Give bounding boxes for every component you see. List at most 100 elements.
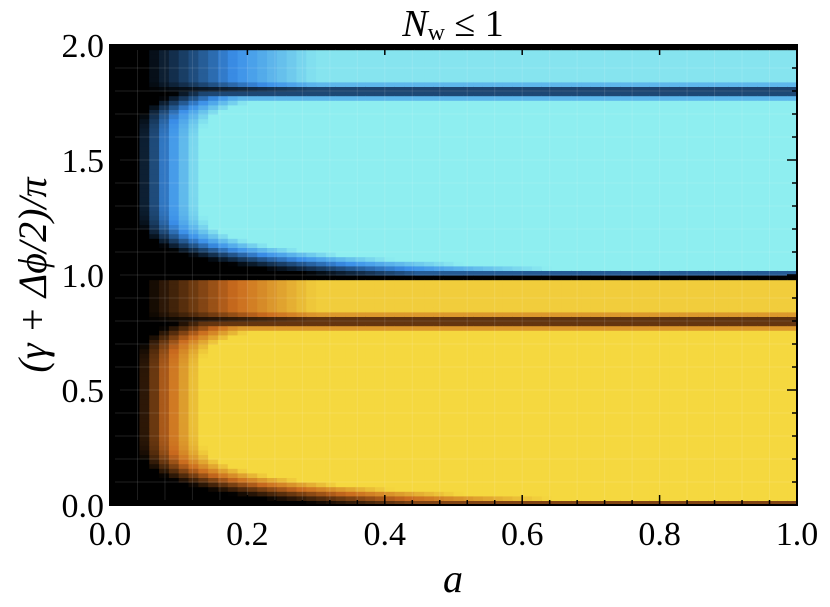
- heatmap-cell: [227, 284, 239, 290]
- heatmap-cell: [541, 376, 553, 382]
- heatmap-cell: [424, 311, 435, 317]
- heatmap-cell: [561, 123, 572, 129]
- heatmap-cell: [551, 224, 563, 230]
- heatmap-cell: [384, 422, 396, 428]
- heatmap-cell: [149, 426, 160, 432]
- heatmap-cell: [149, 293, 160, 299]
- heatmap-cell: [502, 436, 513, 442]
- heatmap-cell: [473, 132, 484, 138]
- heatmap-cell: [208, 459, 219, 465]
- heatmap-cell: [276, 357, 288, 363]
- heatmap-cell: [286, 77, 298, 83]
- heatmap-cell: [512, 316, 523, 322]
- heatmap-cell: [267, 86, 278, 92]
- heatmap-cell: [267, 63, 278, 69]
- heatmap-cell: [482, 495, 494, 501]
- heatmap-cell: [443, 325, 455, 331]
- heatmap-cell: [139, 146, 150, 152]
- heatmap-cell: [286, 95, 298, 101]
- heatmap-cell: [306, 376, 317, 382]
- heatmap-cell: [374, 390, 386, 396]
- heatmap-cell: [217, 49, 229, 55]
- heatmap-cell: [482, 54, 494, 60]
- heatmap-cell: [217, 311, 229, 317]
- heatmap-cell: [149, 173, 160, 179]
- heatmap-cell: [561, 252, 572, 258]
- heatmap-cell: [463, 192, 474, 198]
- heatmap-cell: [345, 500, 356, 505]
- heatmap-cell: [286, 100, 298, 106]
- heatmap-cell: [217, 454, 229, 460]
- heatmap-cell: [404, 118, 415, 124]
- heatmap-cell: [522, 339, 533, 345]
- heatmap-cell: [482, 68, 494, 74]
- heatmap-cell: [306, 192, 317, 198]
- heatmap-cell: [159, 68, 170, 74]
- heatmap-cell: [335, 155, 347, 161]
- heatmap-cell: [571, 196, 582, 202]
- heatmap-cell: [247, 403, 258, 409]
- heatmap-cell: [257, 417, 268, 423]
- heatmap-cell: [345, 357, 356, 363]
- heatmap-cell: [355, 206, 366, 212]
- heatmap-cell: [541, 256, 553, 262]
- heatmap-cell: [188, 169, 199, 175]
- heatmap-cell: [345, 91, 356, 97]
- heatmap-cell: [217, 394, 229, 400]
- heatmap-cell: [532, 265, 543, 271]
- heatmap-cell: [414, 201, 425, 207]
- heatmap-cell: [237, 238, 248, 244]
- heatmap-cell: [404, 325, 415, 331]
- heatmap-cell: [257, 302, 268, 308]
- heatmap-cell: [296, 63, 307, 69]
- heatmap-cell: [443, 353, 455, 359]
- heatmap-cell: [188, 472, 199, 478]
- heatmap-cell: [394, 316, 406, 322]
- heatmap-cell: [198, 178, 209, 184]
- heatmap-cell: [316, 459, 327, 465]
- heatmap-cell: [119, 229, 131, 235]
- heatmap-cell: [178, 417, 190, 423]
- heatmap-cell: [374, 417, 386, 423]
- heatmap-cell: [590, 265, 602, 271]
- heatmap-cell: [482, 454, 494, 460]
- heatmap-cell: [139, 399, 150, 405]
- heatmap-cell: [581, 380, 592, 386]
- heatmap-cell: [227, 417, 239, 423]
- heatmap-cell: [237, 187, 248, 193]
- heatmap-cell: [404, 210, 415, 216]
- heatmap-cell: [581, 169, 592, 175]
- heatmap-cell: [217, 500, 229, 505]
- heatmap-cell: [443, 169, 455, 175]
- heatmap-cell: [424, 54, 435, 60]
- heatmap-cell: [433, 95, 445, 101]
- heatmap-cell: [551, 155, 563, 161]
- heatmap-cell: [571, 91, 582, 97]
- heatmap-cell: [532, 95, 543, 101]
- heatmap-cell: [433, 72, 445, 78]
- heatmap-cell: [316, 325, 327, 331]
- heatmap-cell: [119, 344, 131, 350]
- heatmap-cell: [482, 63, 494, 69]
- heatmap-cell: [433, 160, 445, 166]
- heatmap-cell: [492, 486, 504, 492]
- heatmap-cell: [178, 302, 190, 308]
- heatmap-cell: [325, 137, 337, 143]
- heatmap-cell: [581, 482, 592, 488]
- heatmap-cell: [267, 293, 278, 299]
- heatmap-cell: [345, 376, 356, 382]
- heatmap-cell: [355, 77, 366, 83]
- heatmap-cell: [345, 150, 356, 156]
- heatmap-cell: [463, 201, 474, 207]
- heatmap-cell: [463, 173, 474, 179]
- heatmap-cell: [296, 279, 307, 285]
- heatmap-cell: [384, 206, 396, 212]
- heatmap-cell: [355, 477, 366, 483]
- heatmap-cell: [532, 54, 543, 60]
- heatmap-cell: [433, 325, 445, 331]
- heatmap-cell: [512, 77, 523, 83]
- heatmap-cell: [149, 472, 160, 478]
- heatmap-cell: [316, 192, 327, 198]
- heatmap-cell: [453, 58, 464, 64]
- heatmap-cell: [463, 114, 474, 120]
